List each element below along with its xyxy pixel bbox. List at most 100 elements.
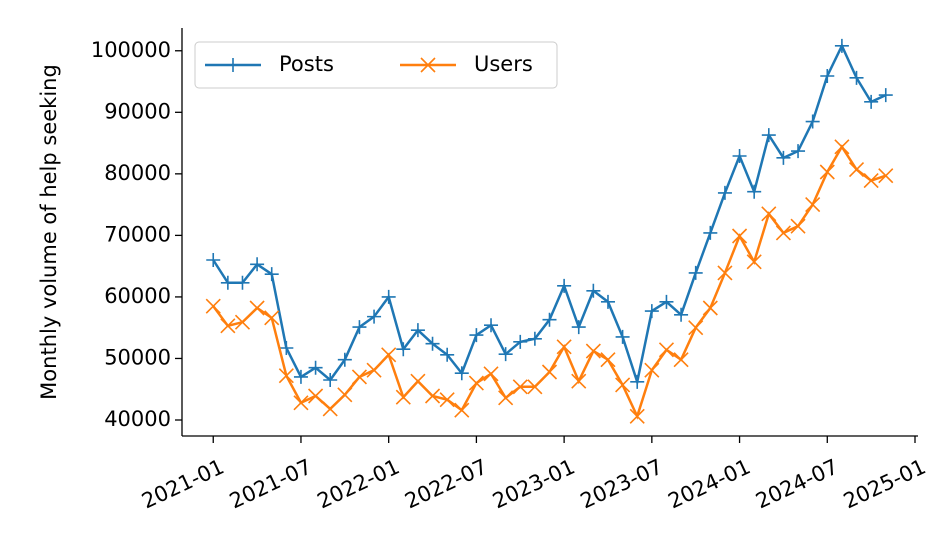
marker — [250, 257, 265, 272]
marker — [352, 320, 367, 335]
legend-box — [194, 41, 558, 89]
marker — [226, 58, 240, 72]
marker — [731, 228, 748, 244]
marker — [674, 307, 689, 322]
y-tick-label: 100000 — [91, 38, 171, 62]
marker — [468, 375, 484, 391]
marker — [512, 379, 528, 395]
x-tick-label: 2021-01 — [138, 455, 228, 514]
marker — [235, 275, 250, 290]
marker — [834, 38, 849, 53]
marker — [644, 304, 659, 319]
marker — [585, 343, 601, 359]
marker — [629, 408, 645, 424]
marker — [819, 164, 835, 180]
x-tick-label: 2022-07 — [401, 455, 491, 514]
marker — [454, 366, 469, 381]
marker — [420, 57, 436, 73]
marker — [746, 254, 762, 270]
marker — [498, 347, 513, 362]
marker — [410, 373, 426, 389]
marker — [878, 88, 893, 103]
legend-label: Users — [474, 52, 533, 76]
marker — [776, 150, 791, 165]
marker — [410, 323, 425, 338]
marker — [878, 168, 894, 184]
marker — [849, 70, 864, 85]
marker — [469, 328, 484, 343]
legend-label: Posts — [279, 52, 334, 76]
marker — [600, 294, 615, 309]
marker — [571, 320, 586, 335]
marker — [541, 364, 558, 380]
marker — [308, 360, 323, 375]
marker — [703, 225, 718, 240]
marker — [761, 128, 776, 143]
marker — [820, 69, 835, 83]
marker — [424, 388, 441, 404]
y-tick-label: 50000 — [104, 345, 171, 369]
marker — [702, 300, 718, 316]
y-axis-label: Monthly volume of help seeking — [37, 64, 61, 400]
marker — [249, 300, 265, 316]
marker — [454, 402, 470, 418]
marker — [761, 206, 777, 222]
marker — [615, 377, 631, 393]
x-tick-label: 2023-07 — [577, 455, 667, 514]
marker — [688, 320, 704, 336]
marker — [863, 173, 879, 189]
x-tick-label: 2025-01 — [840, 455, 930, 514]
marker — [673, 352, 689, 368]
marker — [220, 275, 235, 290]
x-tick-label: 2022-01 — [314, 455, 404, 514]
marker — [440, 347, 455, 362]
marker — [805, 197, 821, 213]
marker — [615, 329, 630, 344]
marker — [542, 312, 557, 327]
marker — [586, 283, 601, 298]
marker — [278, 368, 294, 384]
marker — [848, 161, 865, 178]
marker — [337, 352, 352, 367]
x-tick-label: 2021-07 — [226, 455, 316, 514]
x-tick-label: 2024-07 — [752, 455, 842, 514]
marker — [425, 336, 440, 351]
marker — [395, 389, 411, 405]
marker — [688, 265, 703, 280]
marker — [717, 185, 732, 200]
marker — [790, 218, 806, 234]
marker — [308, 388, 324, 404]
y-tick-label: 90000 — [104, 99, 171, 123]
marker — [205, 298, 221, 314]
marker — [557, 278, 572, 293]
marker — [234, 314, 251, 330]
marker — [644, 362, 660, 378]
marker — [513, 334, 528, 349]
x-tick-label: 2023-01 — [489, 455, 579, 514]
marker — [775, 225, 791, 241]
series-line — [212, 144, 887, 420]
marker — [527, 331, 542, 346]
marker — [717, 265, 733, 281]
marker — [264, 310, 280, 326]
marker — [206, 253, 221, 267]
marker — [337, 387, 353, 403]
marker — [556, 339, 572, 355]
marker — [864, 94, 879, 109]
marker — [732, 149, 747, 163]
series-line — [212, 42, 887, 387]
marker — [484, 318, 499, 333]
marker — [791, 144, 806, 159]
marker — [293, 395, 309, 411]
marker — [747, 184, 762, 199]
marker — [396, 342, 411, 357]
marker — [264, 267, 279, 282]
marker — [834, 139, 850, 155]
marker — [279, 341, 294, 355]
marker — [351, 369, 368, 385]
marker — [439, 392, 455, 408]
marker — [805, 114, 820, 129]
y-tick-label: 40000 — [104, 407, 171, 431]
marker — [323, 373, 338, 387]
